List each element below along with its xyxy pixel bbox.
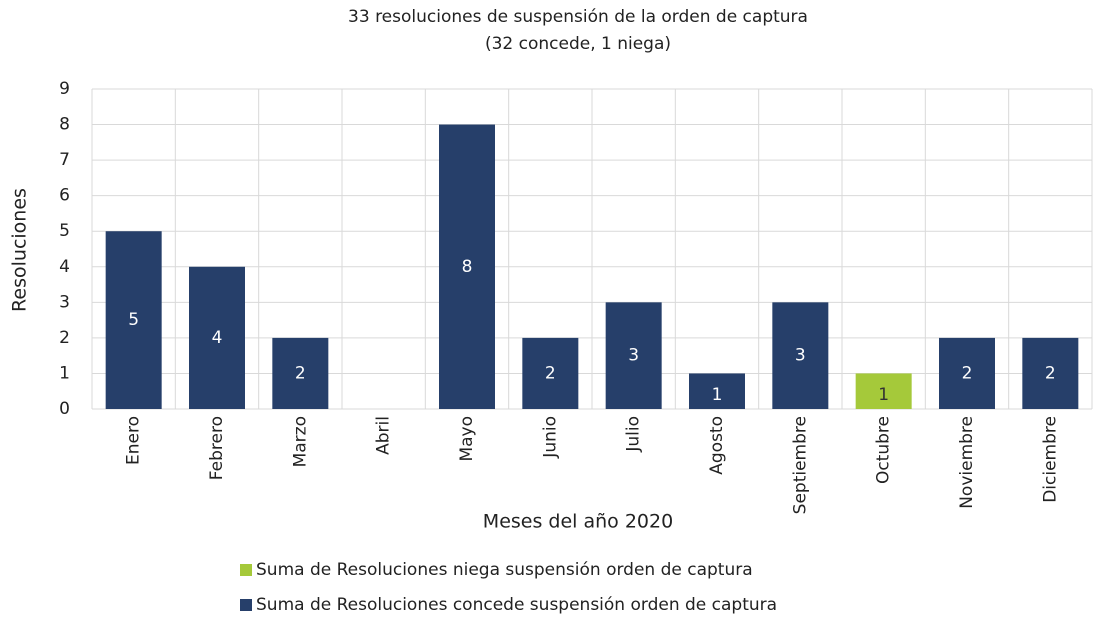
x-tick-label: Enero: [124, 416, 144, 465]
x-tick-label: Marzo: [290, 416, 310, 467]
y-tick-label: 9: [59, 79, 70, 99]
legend-label: Suma de Resoluciones niega suspensión or…: [256, 560, 753, 580]
data-label: 2: [962, 363, 973, 383]
y-tick-label: 3: [59, 292, 70, 312]
y-axis-title: Resoluciones: [9, 188, 31, 312]
x-tick-label: Octubre: [874, 416, 894, 484]
x-tick-label: Noviembre: [957, 416, 977, 509]
x-tick-label: Mayo: [457, 416, 477, 462]
bar: [522, 337, 579, 409]
bar: [439, 124, 495, 410]
data-label: 2: [545, 363, 556, 383]
data-label: 1: [712, 385, 723, 405]
data-label: 5: [128, 310, 139, 330]
chart-title: 33 resoluciones de suspensión de la orde…: [348, 7, 808, 27]
data-label: 3: [795, 346, 806, 366]
bar: [689, 373, 745, 409]
bar: [272, 337, 329, 409]
x-tick-label: Febrero: [207, 416, 227, 480]
data-label: 2: [295, 363, 306, 383]
x-tick-label: Abril: [374, 416, 394, 455]
legend-label: Suma de Resoluciones concede suspensión …: [256, 595, 777, 615]
bar: [939, 337, 995, 409]
chart-subtitle: (32 concede, 1 niega): [485, 34, 671, 54]
data-label: 2: [1045, 363, 1056, 383]
y-tick-label: 2: [59, 328, 70, 348]
y-tick-label: 6: [59, 186, 70, 206]
y-tick-label: 4: [59, 257, 70, 277]
bar: [855, 373, 912, 409]
bar: [605, 302, 662, 409]
data-label: 1: [878, 385, 889, 405]
y-tick-label: 0: [59, 399, 70, 419]
bar: [105, 231, 162, 409]
bar: [189, 266, 245, 409]
y-tick-label: 5: [59, 221, 70, 241]
data-label: 8: [462, 257, 473, 277]
legend-swatch: [240, 599, 252, 611]
y-tick-label: 7: [59, 150, 70, 170]
data-label: 4: [212, 328, 223, 348]
data-label: 3: [628, 346, 639, 366]
x-tick-label: Julio: [624, 416, 644, 453]
y-tick-label: 8: [59, 115, 70, 135]
x-axis-title: Meses del año 2020: [483, 511, 673, 533]
x-tick-label: Agosto: [707, 416, 727, 475]
x-tick-label: Septiembre: [790, 416, 810, 514]
x-tick-label: Diciembre: [1040, 416, 1060, 503]
bar: [1022, 337, 1079, 409]
bar: [772, 302, 829, 409]
legend-swatch: [240, 564, 252, 576]
y-tick-label: 1: [59, 363, 70, 383]
x-tick-label: Junio: [540, 416, 560, 459]
